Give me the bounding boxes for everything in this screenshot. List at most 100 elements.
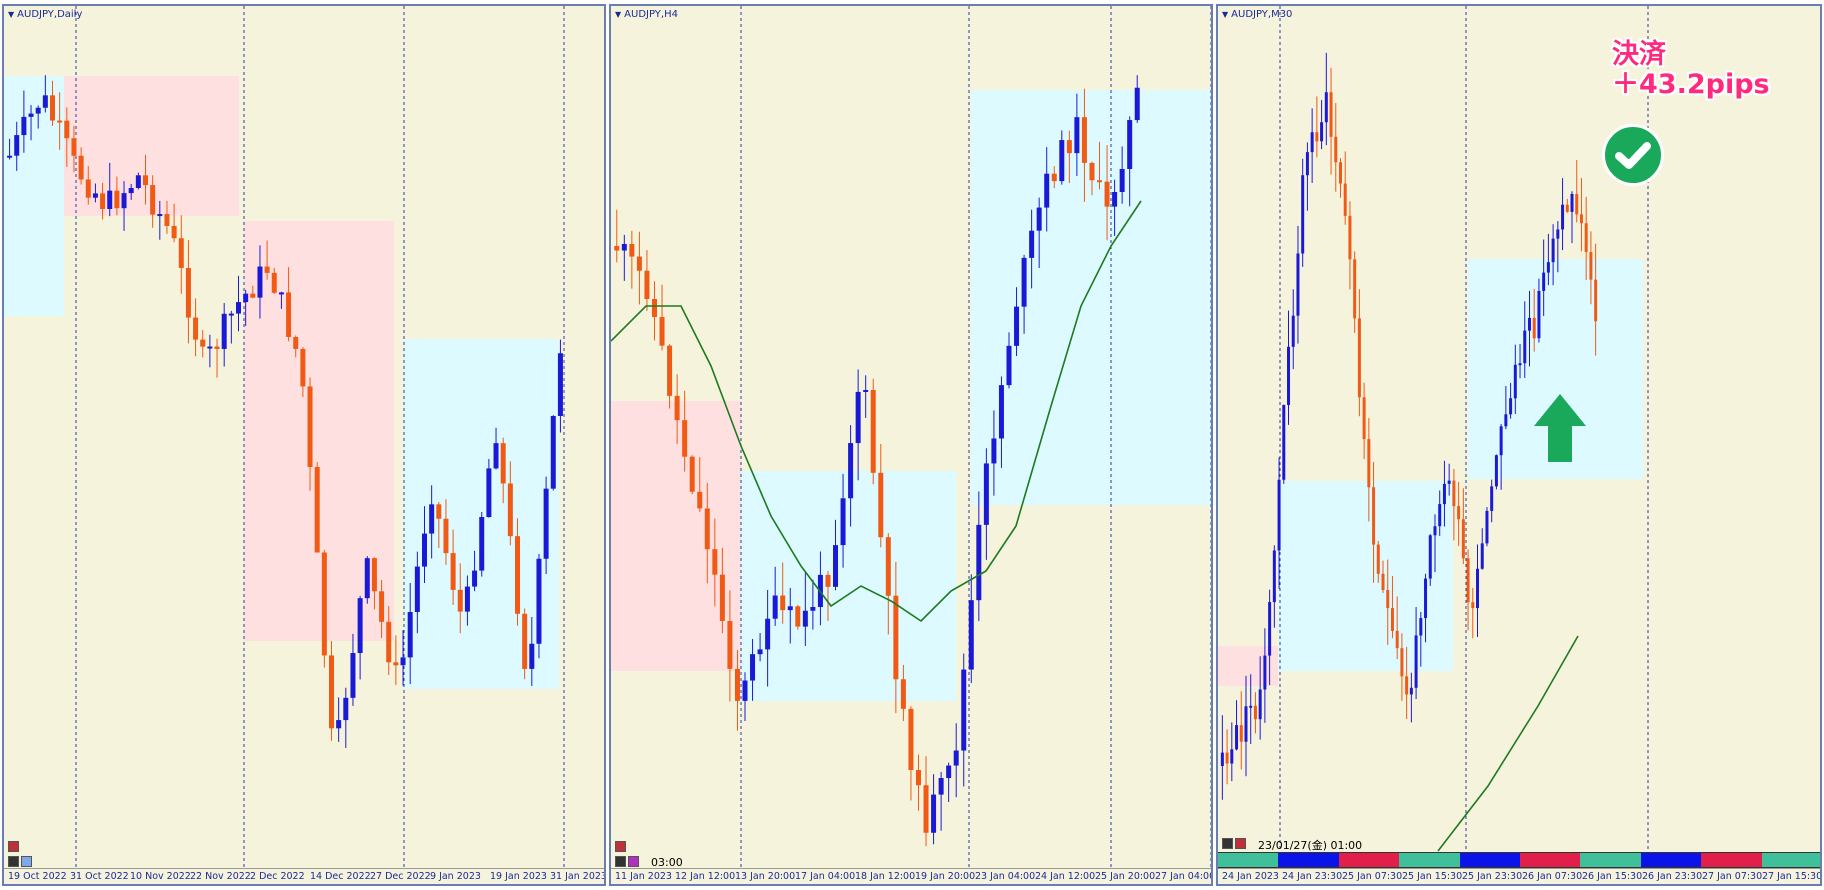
candle-body [621,243,627,251]
candle-body [1263,655,1267,690]
candle-body [343,697,349,721]
candle-body [1230,749,1234,764]
candle-body [529,643,535,669]
candle-body [961,669,967,751]
candle-body [1014,306,1020,346]
candle-body [1104,181,1110,207]
time-tick-label: 13 Jan 20:00 [735,871,796,882]
candle-body [1372,487,1376,545]
chart-panel-daily[interactable]: ▼ AUDJPY,Daily 19 Oct 2022 31 Oct 2022 10 N… [2,4,606,886]
candle-body [1466,558,1470,603]
candle-body [536,558,542,644]
candle-body [1551,238,1555,263]
candle-body [164,214,170,226]
candle-body [307,386,313,468]
supply-zone [244,221,394,641]
candle-body [221,313,227,349]
candle-body [1044,173,1050,208]
candle-body [1097,180,1103,183]
candle-body [1471,602,1475,609]
dropdown-triangle-icon[interactable]: ▼ [1222,10,1229,19]
candle-body [1239,725,1243,742]
time-tick-label: 18 Jan 12:00 [855,871,916,882]
candle-body [1296,253,1300,316]
candle-body [1051,173,1057,182]
candle-body [379,591,385,622]
candle-body [1509,398,1513,415]
session-segment [1640,853,1702,867]
demand-zone [1278,481,1453,671]
chart-panel-h4[interactable]: ▼ AUDJPY,H4 03:00 11 Jan 2023 12 Jan 12:00… [609,4,1213,886]
candle-body [1575,193,1579,215]
candle-body [1074,117,1080,154]
candle-body [1112,192,1118,207]
candle-body [557,353,563,416]
crosshair-time-label: 23/01/27(金) 01:00 [1258,839,1363,852]
candle-body [107,190,113,209]
candle-body [614,246,620,251]
candle-body [1409,687,1413,695]
chart-panel-m30[interactable]: ▼ AUDJPY,M30 23/01/27(金) 01:00 24 Jan 202… [1216,4,1822,886]
candle-body [321,552,327,656]
time-axis-h4: 11 Jan 2023 12 Jan 12:00 13 Jan 20:00 17 Ja… [611,868,1211,884]
close-indicator-icon[interactable] [1235,838,1246,849]
candle-body [464,586,470,612]
candle-body [1433,526,1437,536]
candle-body [35,107,41,114]
candle-body [674,395,680,421]
candle-body [422,533,427,567]
candle-body [953,750,959,766]
time-tick-label: 12 Jan 12:00 [675,871,736,882]
candle-body [128,187,134,194]
candle-body [1537,290,1541,339]
cursor-icon[interactable] [8,856,19,867]
candle-body [1490,486,1494,511]
candle-body [825,574,831,587]
session-segment [1278,853,1339,867]
dropdown-triangle-icon[interactable]: ▼ [615,10,622,19]
candle-body [457,589,463,612]
candle-body [550,415,556,489]
candle-body [1390,608,1394,631]
candlestick-chart-daily[interactable] [4,6,606,886]
candle-body [651,299,657,318]
candle-body [7,155,13,158]
candle-body [1457,506,1461,520]
candle-body [543,488,549,559]
candle-body [893,595,899,680]
time-tick-label: 24 Jan 23:30 [1282,871,1343,882]
cursor-icon[interactable] [615,856,626,867]
candle-body [264,266,270,273]
candle-body [1480,543,1484,569]
close-indicator-icon[interactable] [8,841,19,852]
indicator-toggle-icon[interactable] [21,856,32,867]
candle-body [1310,132,1314,153]
candle-body [271,272,277,293]
candle-body [1127,120,1133,169]
crosshair-time-label: 03:00 [651,856,683,869]
candle-body [1414,635,1418,688]
candle-body [286,292,292,337]
candle-body [1424,578,1428,619]
candlestick-chart-h4[interactable] [611,6,1213,886]
candle-body [1476,568,1480,609]
candle-body [1362,397,1366,440]
close-indicator-icon[interactable] [615,841,626,852]
candle-body [908,708,914,770]
candle-body [712,549,718,575]
demand-zone [971,90,1211,505]
time-axis-m30: 24 Jan 2023 24 Jan 23:30 25 Jan 07:30 25 Ja… [1218,868,1820,884]
session-segment [1520,853,1581,867]
candle-body [1320,122,1324,142]
candlestick-chart-m30[interactable] [1218,6,1822,886]
dropdown-triangle-icon[interactable]: ▼ [8,10,15,19]
indicator-toggle-icon[interactable] [628,856,639,867]
candle-body [1334,136,1338,163]
candle-body [1029,230,1035,258]
candle-body [629,243,635,257]
candle-body [1291,315,1295,347]
time-tick-label: 26 Jan 23:30 [1642,871,1703,882]
candle-body [1561,204,1565,230]
cursor-icon[interactable] [1222,838,1233,849]
candle-body [50,95,55,121]
